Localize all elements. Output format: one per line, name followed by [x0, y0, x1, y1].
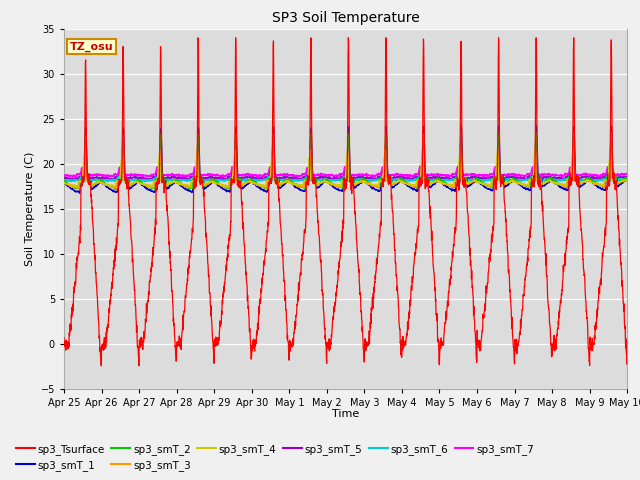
Legend: sp3_Tsurface, sp3_smT_1, sp3_smT_2, sp3_smT_3, sp3_smT_4, sp3_smT_5, sp3_smT_6, : sp3_Tsurface, sp3_smT_1, sp3_smT_2, sp3_… [12, 439, 538, 475]
Y-axis label: Soil Temperature (C): Soil Temperature (C) [25, 152, 35, 266]
Text: TZ_osu: TZ_osu [70, 41, 113, 52]
Title: SP3 Soil Temperature: SP3 Soil Temperature [272, 11, 419, 25]
X-axis label: Time: Time [332, 409, 359, 419]
